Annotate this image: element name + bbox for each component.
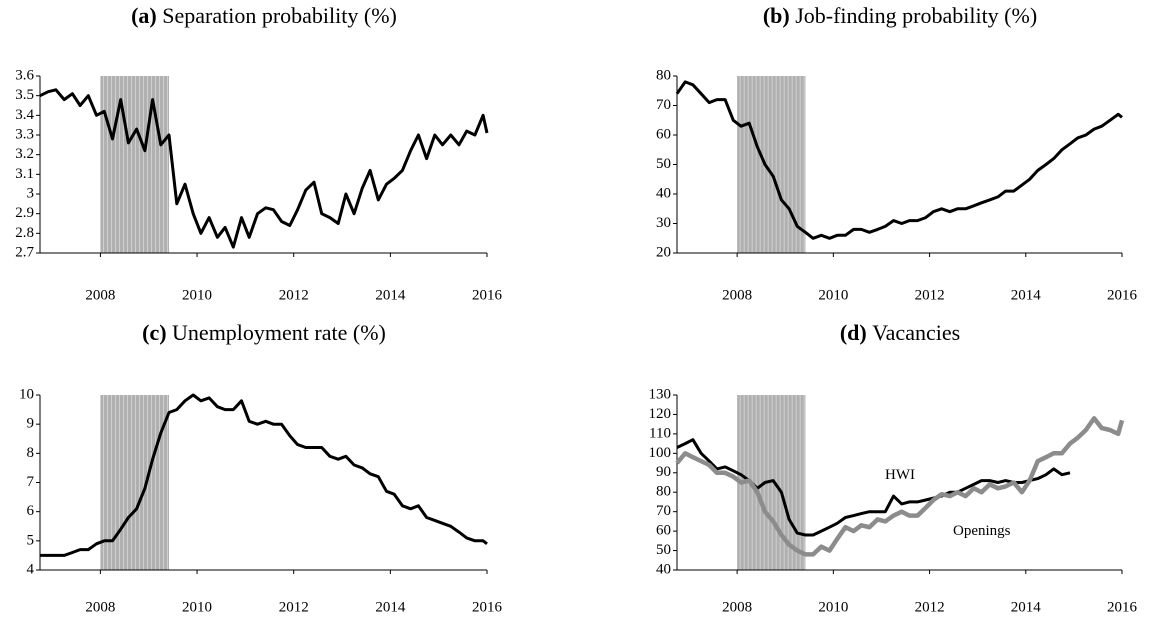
recession-band xyxy=(100,395,170,570)
y-tick-label: 100 xyxy=(649,445,672,461)
y-tick-label: 70 xyxy=(656,503,671,519)
series-line xyxy=(675,416,1125,557)
x-tick-label: 2014 xyxy=(375,599,406,615)
x-tick-label: 2012 xyxy=(279,599,309,615)
y-tick-label: 2.7 xyxy=(15,244,34,260)
y-tick-label: 3.5 xyxy=(15,87,34,103)
y-tick-label: 2.9 xyxy=(15,205,34,221)
series-line xyxy=(40,393,488,557)
panel-title: (a) Separation probability (%) xyxy=(131,3,397,28)
y-tick-label: 50 xyxy=(656,156,671,172)
y-tick-label: 10 xyxy=(19,386,34,402)
y-tick-label: 3.6 xyxy=(15,67,34,83)
x-tick-label: 2008 xyxy=(722,599,752,615)
panel-title-text: Unemployment rate (%) xyxy=(172,320,386,345)
x-tick-label: 2012 xyxy=(915,599,945,615)
y-tick-label: 5 xyxy=(27,532,35,548)
y-tick-label: 110 xyxy=(649,425,671,441)
x-tick-label: 2016 xyxy=(472,287,503,303)
series-line xyxy=(676,438,1071,537)
y-tick-label: 4 xyxy=(27,561,35,577)
y-tick-label: 80 xyxy=(656,67,671,83)
y-tick-label: 2.8 xyxy=(15,225,34,241)
panel-label: (b) xyxy=(763,3,790,28)
x-tick-label: 2008 xyxy=(85,599,115,615)
panel-title: (d) Vacancies xyxy=(840,320,960,345)
series-label: Openings xyxy=(953,523,1011,539)
x-tick-label: 2010 xyxy=(818,287,848,303)
y-tick-label: 3 xyxy=(27,185,35,201)
y-tick-label: 7 xyxy=(27,474,35,490)
y-tick-label: 3.1 xyxy=(15,166,34,182)
y-tick-label: 9 xyxy=(27,416,35,432)
panel-title: (b) Job-finding probability (%) xyxy=(763,3,1037,28)
recession-band xyxy=(737,76,806,253)
series-line xyxy=(39,88,489,249)
y-tick-label: 3.4 xyxy=(15,107,34,123)
y-tick-label: 50 xyxy=(656,542,671,558)
x-tick-label: 2014 xyxy=(1011,287,1042,303)
y-tick-label: 120 xyxy=(649,406,672,422)
y-tick-label: 130 xyxy=(649,386,672,402)
y-tick-label: 70 xyxy=(656,97,671,113)
series-label: HWI xyxy=(885,467,915,483)
panel-title: (c) Unemployment rate (%) xyxy=(142,320,386,345)
y-tick-label: 80 xyxy=(656,484,671,500)
panel-label: (c) xyxy=(142,320,166,345)
recession-band xyxy=(100,76,170,253)
x-tick-label: 2012 xyxy=(915,287,945,303)
x-tick-label: 2014 xyxy=(375,287,406,303)
panel-label: (a) xyxy=(131,3,157,28)
y-tick-label: 3.2 xyxy=(15,146,34,162)
panel-title-text: Separation probability (%) xyxy=(162,3,397,28)
y-tick-label: 60 xyxy=(656,523,671,539)
panel-title-text: Job-finding probability (%) xyxy=(795,3,1037,28)
x-tick-label: 2008 xyxy=(722,287,752,303)
y-tick-label: 30 xyxy=(656,215,671,231)
x-tick-label: 2010 xyxy=(182,599,212,615)
y-tick-label: 20 xyxy=(656,244,671,260)
x-tick-label: 2010 xyxy=(818,599,848,615)
y-tick-label: 8 xyxy=(27,445,35,461)
x-tick-label: 2016 xyxy=(472,599,503,615)
panel-label: (d) xyxy=(840,320,867,345)
y-tick-label: 40 xyxy=(656,185,671,201)
x-tick-label: 2010 xyxy=(182,287,212,303)
series-line xyxy=(675,80,1123,240)
y-tick-label: 60 xyxy=(656,126,671,142)
panel-title-text: Vacancies xyxy=(872,320,960,345)
y-tick-label: 90 xyxy=(656,464,671,480)
x-tick-label: 2016 xyxy=(1107,287,1138,303)
x-tick-label: 2016 xyxy=(1107,599,1138,615)
y-tick-label: 40 xyxy=(656,561,671,577)
x-tick-label: 2012 xyxy=(279,287,309,303)
x-tick-label: 2008 xyxy=(85,287,115,303)
y-tick-label: 3.3 xyxy=(15,126,34,142)
y-tick-label: 6 xyxy=(27,503,35,519)
x-tick-label: 2014 xyxy=(1011,599,1042,615)
